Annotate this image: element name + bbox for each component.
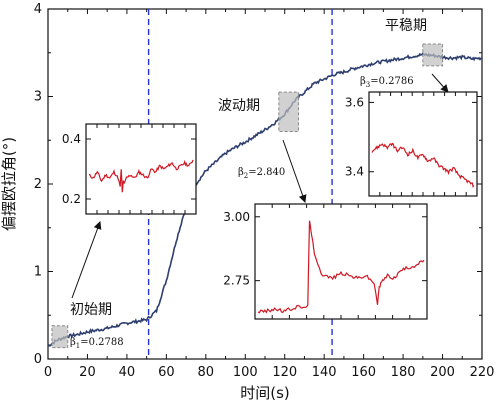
x-tick-label: 100 xyxy=(233,365,258,380)
x-tick-label: 20 xyxy=(79,365,96,380)
highlight-box xyxy=(422,43,444,67)
y-tick-label: 3 xyxy=(34,90,42,105)
inset-series-line xyxy=(88,159,194,193)
x-tick-label: 40 xyxy=(119,365,136,380)
y-tick-label: 1 xyxy=(34,265,42,280)
inset-initial: 0.4 0.2 xyxy=(62,123,197,215)
inset-series-line xyxy=(257,220,425,314)
inset-y-tick-label: 0.4 xyxy=(62,132,81,146)
x-axis-label: 时间(s) xyxy=(240,384,290,402)
main-plot: 0 20 40 60 80 100 120 140 160 180 200 220 0 1 2 3 4 时间(… xyxy=(0,2,494,402)
y-tick-label: 0 xyxy=(34,352,42,367)
inset-y-tick-label: 0.2 xyxy=(62,192,81,206)
inset-frame xyxy=(85,123,197,215)
annotation-fluctuation: 波动期 xyxy=(218,98,260,114)
highlight-boxes xyxy=(51,43,444,349)
annotation-stable: 平稳期 xyxy=(385,18,427,34)
inset-y-tick-label: 3.4 xyxy=(345,165,364,179)
inset-y-tick-label: 3.00 xyxy=(223,210,250,224)
inset-series-line xyxy=(371,142,475,188)
inset-stable: 3.6 3.4 xyxy=(345,91,478,197)
y-axis-ticks: 0 1 2 3 4 xyxy=(34,2,482,367)
highlight-box xyxy=(51,325,69,349)
x-tick-label: 120 xyxy=(272,365,297,380)
x-tick-label: 200 xyxy=(430,365,455,380)
inset-y-tick-label: 3.6 xyxy=(345,95,364,109)
x-tick-label: 160 xyxy=(351,365,376,380)
beta-3-label: β3=0.2786 xyxy=(360,76,414,89)
y-tick-label: 4 xyxy=(34,2,42,17)
annotation-arrows xyxy=(71,73,449,299)
annotation-arrow xyxy=(71,221,102,299)
y-axis-label: 偏摆欧拉角(°) xyxy=(0,137,18,231)
annotation-initial: 初始期 xyxy=(70,301,112,318)
x-tick-label: 0 xyxy=(44,365,52,380)
y-tick-label: 2 xyxy=(34,177,42,192)
x-tick-label: 180 xyxy=(391,365,416,380)
annotation-arrow xyxy=(282,139,307,203)
x-axis-ticks: 0 20 40 60 80 100 120 140 160 180 200 220 xyxy=(44,9,495,380)
x-tick-label: 80 xyxy=(198,365,215,380)
annotation-arrow xyxy=(431,73,449,93)
inset-y-tick-label: 2.75 xyxy=(223,274,250,288)
inset-frame xyxy=(368,91,478,197)
highlight-box xyxy=(278,91,300,132)
beta-2-label: β2=2.840 xyxy=(238,167,285,180)
series-line xyxy=(47,52,483,347)
beta-1-label: β1=0.2788 xyxy=(70,337,124,350)
inset-fluctuation: 3.00 2.75 xyxy=(223,203,428,320)
x-tick-label: 60 xyxy=(158,365,175,380)
x-tick-label: 140 xyxy=(312,365,337,380)
inset-frame xyxy=(254,203,428,320)
x-tick-label: 220 xyxy=(470,365,495,380)
